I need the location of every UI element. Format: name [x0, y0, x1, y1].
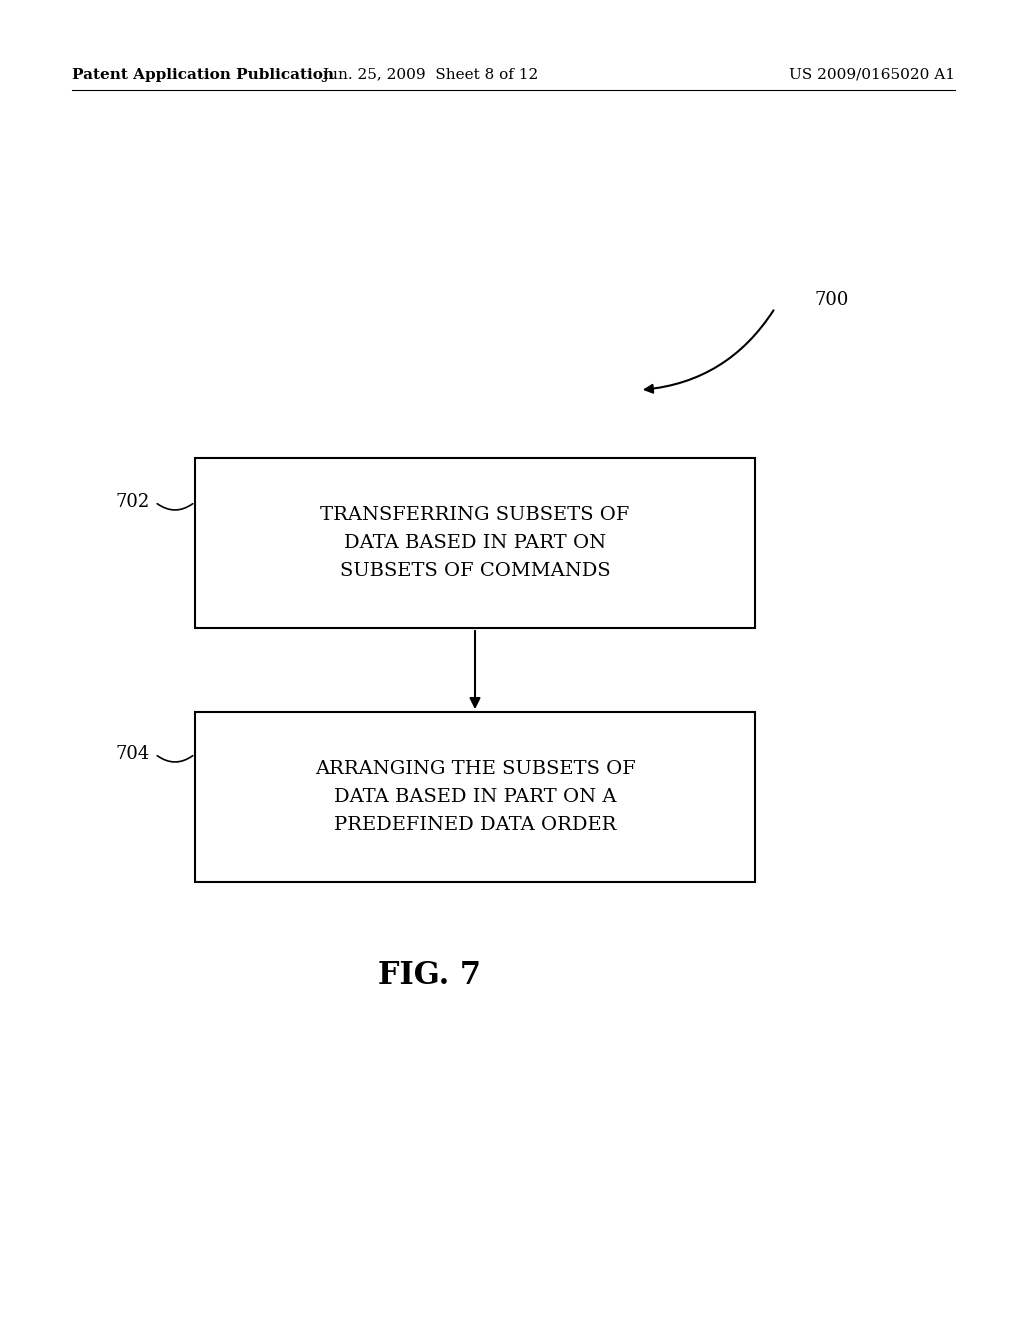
Text: 704: 704 [116, 744, 150, 763]
Text: Jun. 25, 2009  Sheet 8 of 12: Jun. 25, 2009 Sheet 8 of 12 [322, 69, 539, 82]
Text: 700: 700 [815, 290, 849, 309]
Text: Patent Application Publication: Patent Application Publication [72, 69, 334, 82]
Text: FIG. 7: FIG. 7 [379, 960, 481, 990]
Bar [195, 458, 755, 628]
Text: ARRANGING THE SUBSETS OF
DATA BASED IN PART ON A
PREDEFINED DATA ORDER: ARRANGING THE SUBSETS OF DATA BASED IN P… [314, 760, 635, 834]
Text: 702: 702 [116, 492, 150, 511]
Bar [195, 711, 755, 882]
Text: US 2009/0165020 A1: US 2009/0165020 A1 [790, 69, 955, 82]
Text: TRANSFERRING SUBSETS OF
DATA BASED IN PART ON
SUBSETS OF COMMANDS: TRANSFERRING SUBSETS OF DATA BASED IN PA… [321, 506, 630, 579]
